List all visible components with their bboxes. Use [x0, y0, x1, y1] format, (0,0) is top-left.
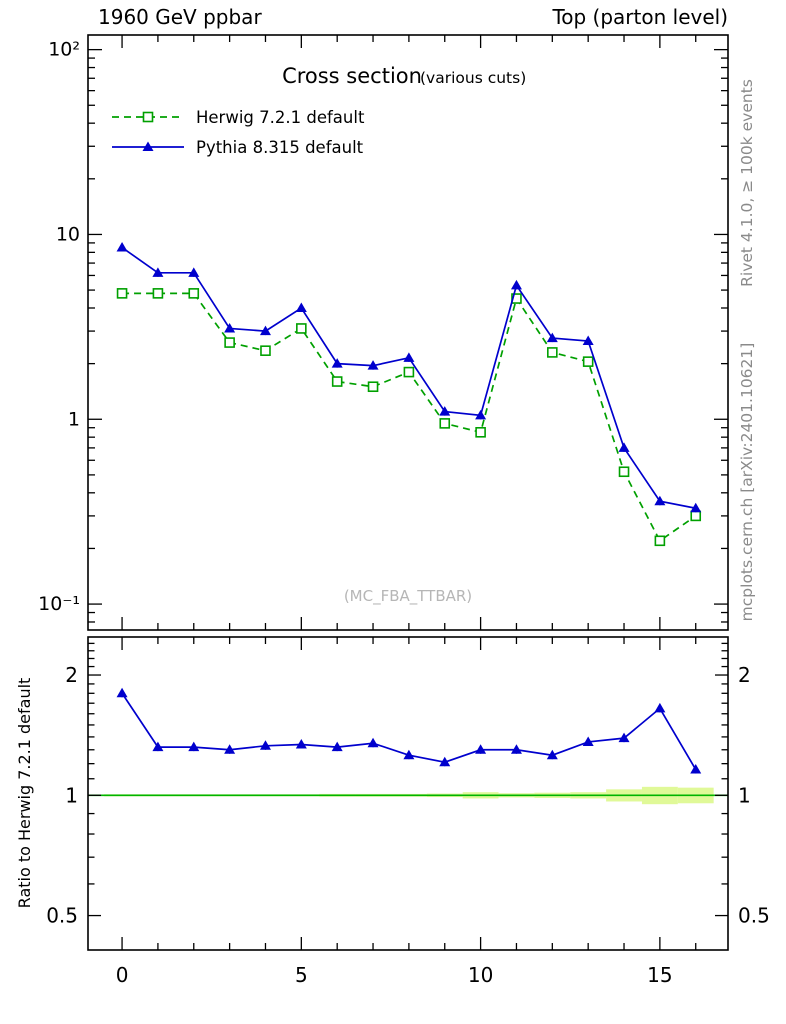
analysis-watermark: (MC_FBA_TTBAR) — [344, 587, 472, 606]
triangle-marker — [152, 741, 164, 752]
herwig-series — [116, 288, 702, 547]
triangle-marker — [116, 241, 128, 252]
triangle-marker — [403, 352, 415, 362]
triangle-marker — [510, 744, 522, 754]
square-marker — [618, 466, 630, 478]
triangle-marker — [618, 442, 630, 452]
triangle-marker — [224, 744, 236, 754]
triangle-marker — [510, 279, 522, 290]
triangle-marker — [582, 335, 594, 346]
main-ytick-label: 1 — [68, 408, 80, 430]
square-marker — [152, 288, 164, 299]
triangle-marker — [654, 702, 666, 713]
square-marker — [403, 366, 415, 378]
pythia-series — [116, 241, 702, 513]
triangle-marker — [546, 749, 558, 760]
side-labels: Rivet 4.1.0, ≥ 100k events mcplots.cern.… — [738, 79, 756, 621]
square-marker — [331, 376, 343, 387]
triangle-marker — [116, 687, 128, 698]
triangle-marker — [259, 740, 271, 750]
triangle-marker — [152, 267, 164, 277]
square-marker — [582, 356, 594, 367]
plot-title-suffix: (various cuts) — [420, 69, 526, 87]
triangle-marker — [403, 749, 415, 760]
main-ytick-label: 10 — [56, 223, 80, 245]
square-marker — [260, 345, 271, 356]
legend-label-pythia: Pythia 8.315 default — [196, 138, 364, 157]
main-series-layer — [116, 241, 702, 547]
main-axes: 10² 10 1 10⁻¹ — [38, 35, 728, 630]
triangle-marker — [367, 737, 379, 748]
x-axis-tick-label: 5 — [295, 963, 308, 987]
process-label: Top (parton level) — [551, 5, 728, 29]
triangle-marker — [295, 302, 307, 312]
triangle-marker — [142, 141, 154, 151]
square-marker — [547, 347, 558, 358]
ratio-axes: 2 2 1 1 0.5 0.5 — [46, 637, 770, 950]
rivet-version-label: Rivet 4.1.0, ≥ 100k events — [738, 79, 756, 287]
main-ytick-label: 10² — [48, 39, 80, 61]
ratio-plot-frame — [87, 636, 729, 951]
square-marker — [654, 535, 666, 547]
ratio-band-layer — [88, 786, 728, 805]
triangle-marker — [224, 322, 236, 333]
triangle-marker — [654, 495, 666, 506]
square-marker — [142, 111, 154, 123]
triangle-marker — [475, 409, 487, 420]
square-marker — [439, 418, 451, 429]
pythia-ratio-series — [116, 687, 702, 774]
ratio-ytick-label-right: 1 — [738, 783, 751, 807]
triangle-marker — [582, 736, 594, 746]
legend: Herwig 7.2.1 default Pythia 8.315 defaul… — [112, 108, 365, 157]
triangle-marker — [331, 358, 343, 368]
mcplots-arxiv-label: mcplots.cern.ch [arXiv:2401.10621] — [738, 343, 756, 622]
square-marker — [188, 288, 200, 299]
legend-sample-swatches — [112, 111, 184, 151]
x-axis-tick-labels: 0 5 10 15 — [116, 963, 673, 987]
triangle-marker — [475, 744, 487, 754]
ratio-ytick-label-right: 0.5 — [738, 904, 770, 928]
ratio-ytick-label-left: 2 — [65, 663, 78, 687]
x-axis-tick-label: 10 — [468, 963, 493, 987]
x-axis-tick-label: 0 — [116, 963, 129, 987]
triangle-marker — [188, 741, 200, 752]
ratio-panel: 2 2 1 1 0.5 0.5 Ratio to Herwig 7.2.1 default — [15, 636, 770, 951]
triangle-marker — [367, 360, 379, 370]
triangle-marker — [546, 332, 558, 343]
beam-energy-label: 1960 GeV ppbar — [98, 5, 262, 29]
ratio-ytick-label-right: 2 — [738, 663, 751, 687]
square-marker — [296, 323, 307, 334]
triangle-marker — [439, 756, 451, 767]
triangle-marker — [690, 502, 702, 513]
square-marker — [475, 427, 486, 438]
triangle-marker — [259, 325, 271, 336]
square-marker — [690, 510, 702, 522]
triangle-marker — [295, 739, 307, 749]
x-axis-tick-label: 15 — [647, 963, 672, 987]
square-marker — [116, 288, 128, 299]
square-marker — [224, 337, 235, 348]
ratio-ytick-label-left: 1 — [65, 783, 78, 807]
triangle-marker — [439, 406, 451, 416]
main-ytick-label: 10⁻¹ — [38, 593, 80, 615]
triangle-marker — [618, 732, 630, 743]
triangle-marker — [331, 741, 343, 752]
ratio-ytick-label-left: 0.5 — [46, 904, 78, 928]
ratio-series-layer — [116, 687, 702, 774]
triangle-marker — [188, 267, 200, 277]
plot-title: Cross section — [282, 64, 422, 88]
ratio-y-axis-label: Ratio to Herwig 7.2.1 default — [15, 678, 34, 909]
triangle-marker — [690, 764, 702, 774]
square-marker — [367, 381, 379, 393]
main-plot-frame — [87, 34, 729, 631]
legend-label-herwig: Herwig 7.2.1 default — [196, 108, 365, 127]
